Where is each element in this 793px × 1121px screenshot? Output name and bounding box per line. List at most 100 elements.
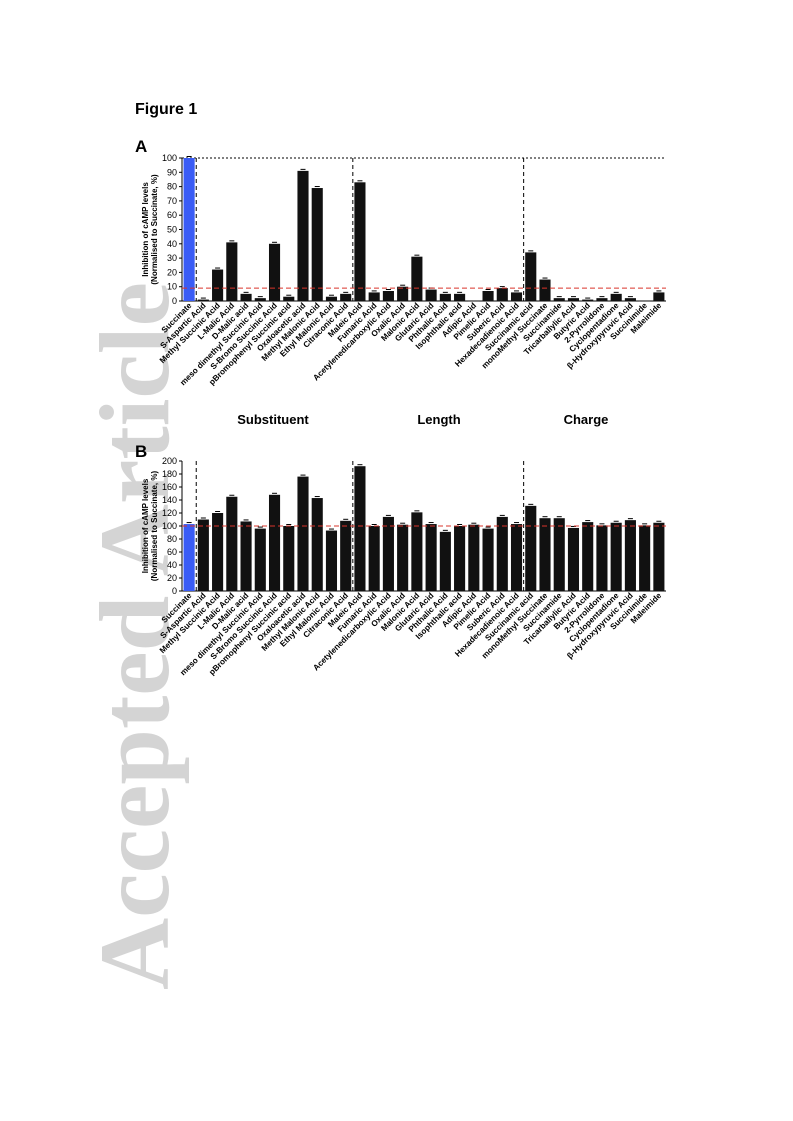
y-tick-label: 0 bbox=[172, 586, 177, 596]
bar bbox=[297, 170, 309, 301]
bar bbox=[226, 242, 238, 301]
y-tick-label: 20 bbox=[167, 573, 177, 583]
y-tick-label: 100 bbox=[162, 521, 177, 531]
bar bbox=[382, 516, 394, 591]
bar bbox=[567, 298, 580, 301]
bar bbox=[624, 520, 636, 591]
y-tick-label: 40 bbox=[167, 560, 177, 570]
bar bbox=[254, 528, 266, 591]
y-axis-label: Inhibition of cAMP levels (Normalised to … bbox=[141, 174, 159, 285]
bar bbox=[268, 243, 281, 301]
bar bbox=[624, 298, 636, 301]
bar bbox=[610, 522, 622, 591]
bar bbox=[639, 525, 651, 591]
bar bbox=[340, 293, 352, 301]
bar bbox=[653, 292, 665, 301]
y-tick-label: 60 bbox=[167, 210, 177, 220]
bar bbox=[283, 296, 295, 301]
y-tick-label: 40 bbox=[167, 239, 177, 249]
bar bbox=[240, 293, 252, 301]
bar bbox=[510, 292, 523, 301]
bar bbox=[639, 301, 651, 302]
bar bbox=[183, 524, 195, 591]
bar bbox=[397, 286, 409, 301]
bar bbox=[425, 524, 437, 591]
bar bbox=[582, 299, 594, 301]
bar bbox=[297, 476, 309, 591]
bar bbox=[439, 531, 451, 591]
y-axis-label-line2: (Normalised to Succinate, %) bbox=[150, 471, 159, 582]
y-axis-label-line1: Inhibition of cAMP levels bbox=[141, 182, 150, 277]
bar bbox=[596, 525, 608, 591]
bar bbox=[197, 299, 209, 301]
bar bbox=[283, 526, 295, 591]
y-tick-label: 180 bbox=[162, 469, 177, 479]
bar bbox=[354, 466, 366, 591]
bar bbox=[354, 182, 366, 301]
panel-b-letter: B bbox=[135, 442, 148, 461]
bar bbox=[653, 522, 665, 591]
bar bbox=[468, 301, 480, 302]
bar bbox=[482, 528, 494, 591]
bar bbox=[311, 188, 323, 301]
bar bbox=[454, 526, 466, 591]
bar bbox=[397, 524, 409, 591]
y-tick-label: 90 bbox=[167, 167, 177, 177]
bar bbox=[510, 524, 523, 591]
y-tick-label: 160 bbox=[162, 482, 177, 492]
y-tick-label: 80 bbox=[167, 534, 177, 544]
y-tick-label: 140 bbox=[162, 495, 177, 505]
y-tick-label: 0 bbox=[172, 296, 177, 306]
figure-title: Figure 1 bbox=[135, 101, 198, 118]
y-tick-label: 10 bbox=[167, 282, 177, 292]
bar bbox=[325, 296, 338, 301]
bar bbox=[183, 158, 195, 301]
bar bbox=[212, 513, 224, 591]
bar bbox=[197, 519, 209, 591]
bar bbox=[610, 293, 622, 301]
bar bbox=[567, 527, 580, 591]
y-tick-label: 70 bbox=[167, 196, 177, 206]
bar bbox=[268, 494, 281, 591]
group-label-length: Length bbox=[417, 412, 461, 427]
y-tick-label: 100 bbox=[162, 153, 177, 163]
bar bbox=[454, 293, 466, 301]
y-tick-label: 120 bbox=[162, 508, 177, 518]
bar bbox=[411, 256, 423, 301]
bar bbox=[482, 290, 494, 301]
bar bbox=[212, 269, 224, 301]
group-label-substituent: Substituent bbox=[237, 412, 309, 427]
bar bbox=[468, 524, 480, 591]
bar bbox=[539, 279, 551, 301]
group-label-charge: Charge bbox=[563, 412, 609, 427]
y-tick-label: 80 bbox=[167, 182, 177, 192]
y-axis-label-line1: Inhibition of cAMP levels bbox=[141, 478, 150, 573]
bar bbox=[382, 290, 394, 301]
bar bbox=[539, 518, 551, 591]
bar bbox=[368, 292, 380, 301]
bar bbox=[525, 505, 537, 591]
y-tick-label: 200 bbox=[162, 456, 177, 466]
y-tick-label: 60 bbox=[167, 547, 177, 557]
bar bbox=[240, 521, 252, 591]
bar bbox=[582, 522, 594, 591]
bar bbox=[553, 298, 565, 301]
bar bbox=[496, 516, 508, 591]
bar bbox=[368, 526, 380, 591]
y-axis-label: Inhibition of cAMP levels (Normalised to … bbox=[141, 471, 159, 582]
y-tick-label: 20 bbox=[167, 267, 177, 277]
bar bbox=[254, 298, 266, 301]
bar bbox=[496, 288, 508, 301]
panel-a-letter: A bbox=[135, 137, 148, 156]
bar bbox=[425, 289, 437, 301]
bar bbox=[439, 293, 451, 301]
y-axis-label-line2: (Normalised to Succinate, %) bbox=[150, 174, 159, 285]
bar bbox=[325, 530, 338, 591]
y-tick-label: 30 bbox=[167, 253, 177, 263]
bar bbox=[311, 498, 323, 591]
bar bbox=[411, 512, 423, 591]
bar bbox=[553, 518, 565, 591]
y-tick-label: 50 bbox=[167, 225, 177, 235]
